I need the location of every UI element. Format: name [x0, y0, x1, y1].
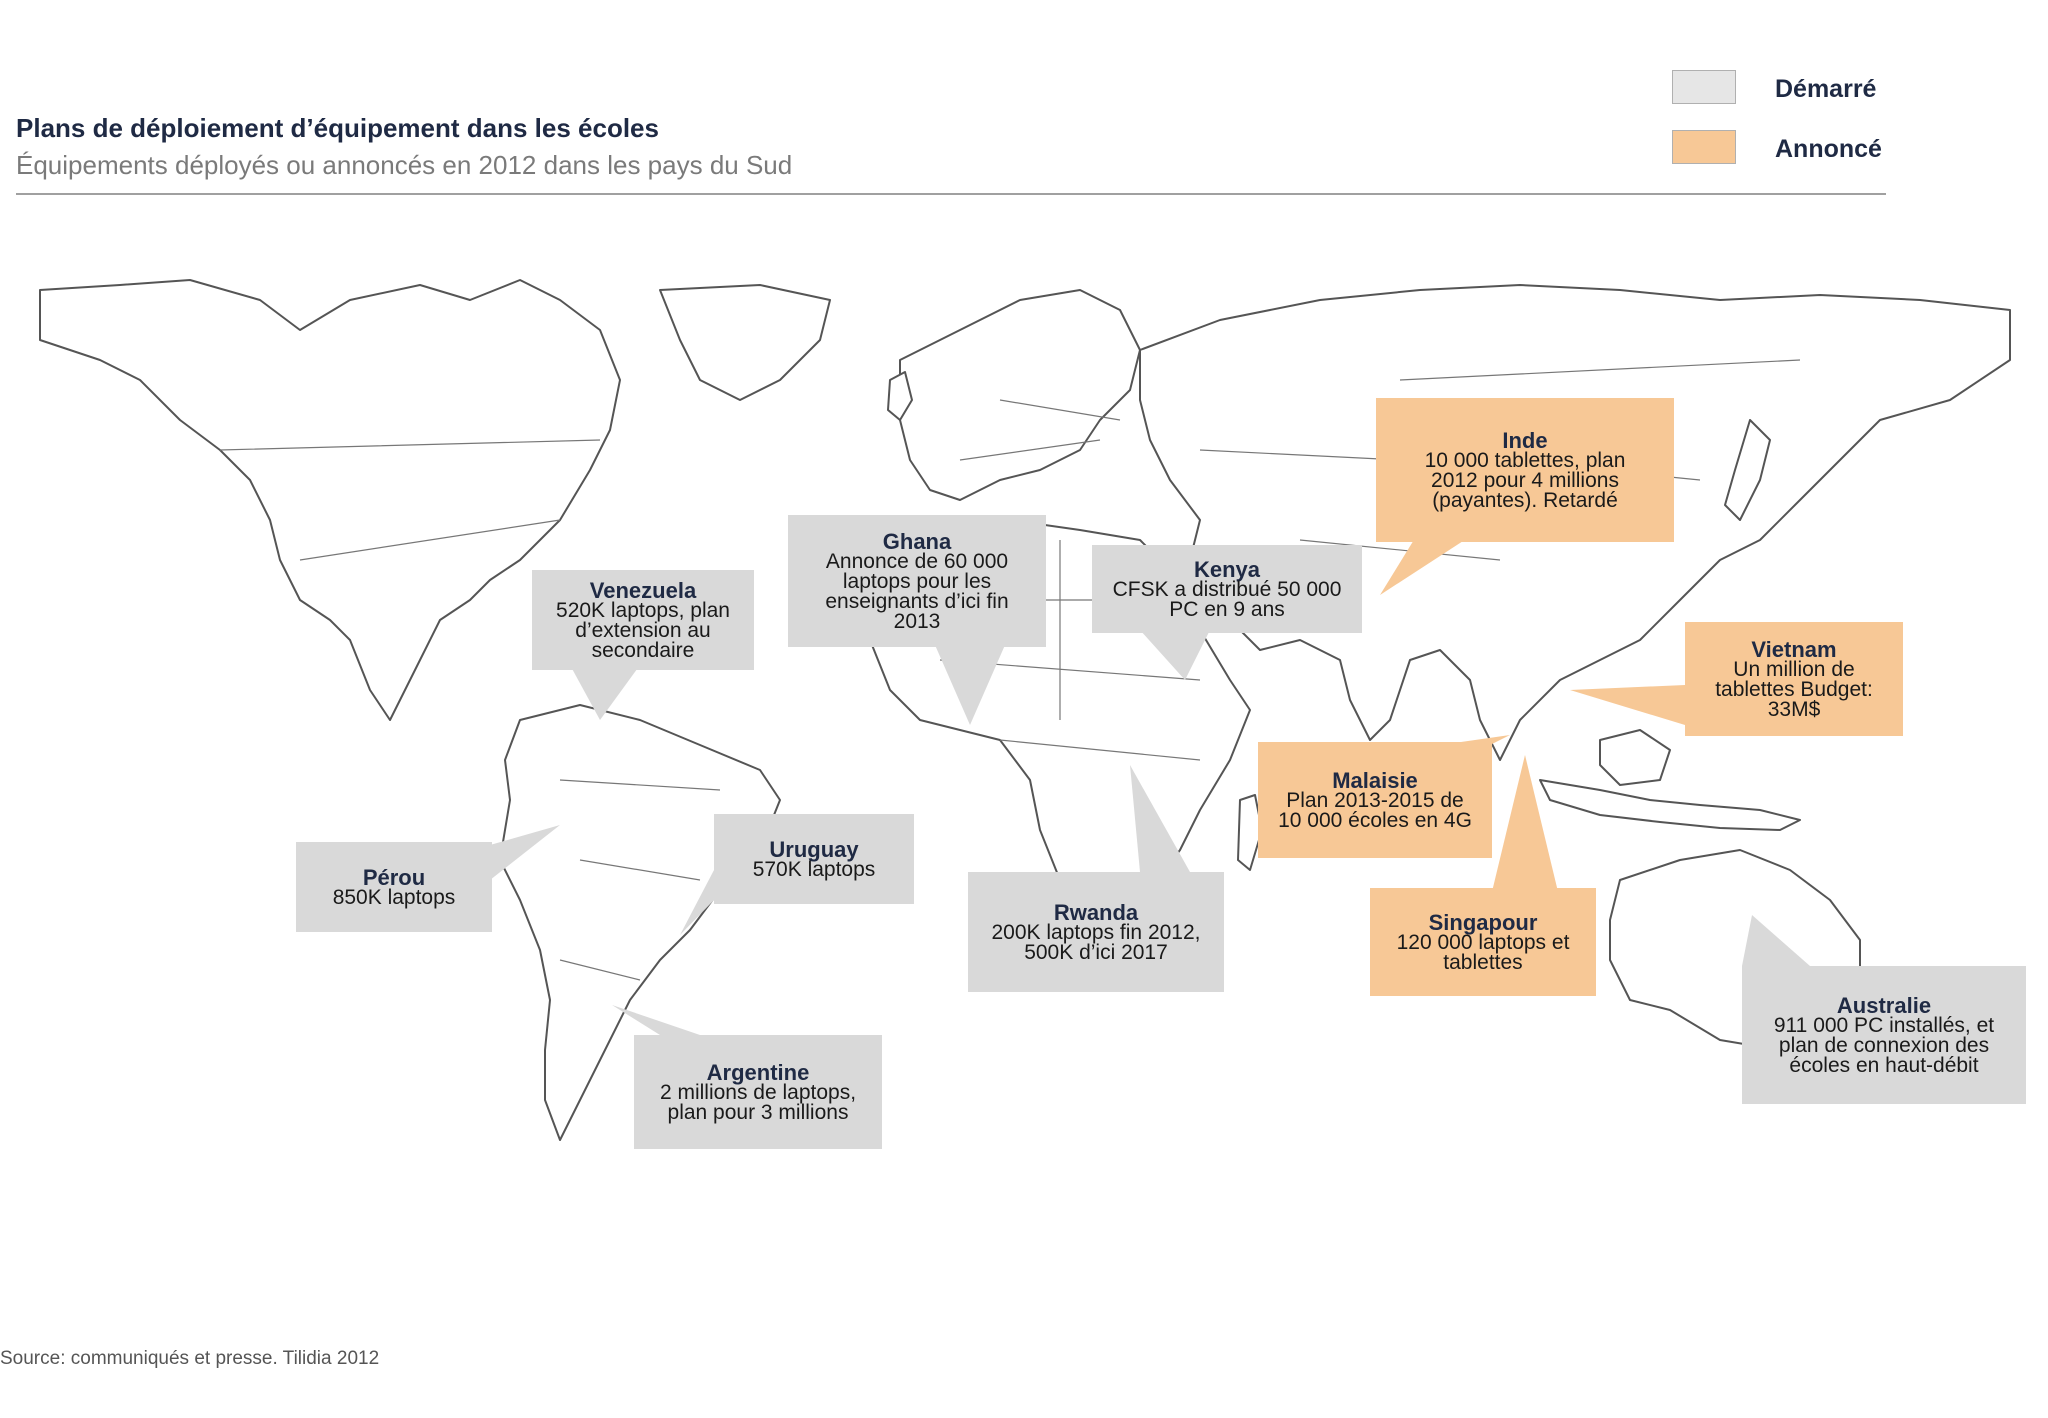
callout-desc: 520K laptops, plan d’extension au second… [556, 598, 730, 662]
madagascar-landmass [1237, 794, 1263, 871]
callout-argentine: Argentine 2 millions de laptops, plan po… [634, 1035, 882, 1149]
callout-desc: Un million de tablettes Budget: 33M$ [1715, 657, 1873, 721]
callout-perou: Pérou 850K laptops [296, 842, 492, 932]
callout-inde: Inde 10 000 tablettes, plan 2012 pour 4 … [1376, 398, 1674, 542]
callout-venezuela: Venezuela 520K laptops, plan d’extension… [532, 570, 754, 670]
pointer-venezuela [570, 665, 640, 720]
callout-name: Vietnam [1751, 636, 1837, 662]
legend-label-announced: Annoncé [1775, 135, 1882, 163]
callout-desc: 200K laptops fin 2012, 500K d’ici 2017 [991, 920, 1201, 964]
legend-label-started: Démarré [1775, 75, 1877, 103]
europe-landmass [899, 289, 1141, 501]
callout-rwanda: Rwanda 200K laptops fin 2012, 500K d’ici… [968, 872, 1224, 992]
callout-name: Argentine [706, 1059, 810, 1085]
callout-kenya: Kenya CFSK a distribué 50 000 PC en 9 an… [1092, 545, 1362, 633]
header-divider [16, 193, 1886, 195]
callout-australie: Australie 911 000 PC installés, et plan … [1742, 966, 2026, 1104]
pointer-peru [490, 825, 560, 880]
border-lines-americas [219, 439, 721, 981]
callout-desc: 120 000 laptops et tablettes [1396, 930, 1570, 974]
callout-singapour: Singapour 120 000 laptops et tablettes [1370, 888, 1596, 996]
callout-name: Uruguay [769, 836, 859, 862]
pointer-rwanda [1130, 765, 1190, 872]
callout-desc: 911 000 PC installés, et plan de connexi… [1773, 1013, 1995, 1077]
callout-name: Inde [1502, 427, 1548, 453]
callout-uruguay: Uruguay 570K laptops [714, 814, 914, 904]
pointer-vietnam [1570, 685, 1685, 725]
greenland-landmass [659, 284, 831, 401]
map-title: Plans de déploiement d’équipement dans l… [16, 113, 659, 143]
callout-desc: CFSK a distribué 50 000 PC en 9 ans [1112, 577, 1342, 621]
callout-name: Pérou [362, 864, 426, 890]
callout-desc: Plan 2013-2015 de 10 000 écoles en 4G [1278, 788, 1472, 832]
pointer-inde [1380, 530, 1480, 595]
callout-name: Ghana [882, 528, 952, 554]
callout-desc: 850K laptops [332, 885, 456, 909]
pointer-kenya [1140, 630, 1210, 680]
callout-name: Singapour [1428, 909, 1538, 935]
callout-name: Kenya [1193, 556, 1261, 582]
callout-ghana: Ghana Annonce de 60 000 laptops pour les… [788, 515, 1046, 647]
map-subtitle: Équipements déployés ou annoncés en 2012… [16, 150, 793, 180]
uk-landmass [887, 371, 913, 421]
border-lines-eurasia [959, 359, 1801, 561]
japan-landmass [1724, 419, 1771, 521]
callout-desc: 570K laptops [752, 857, 876, 881]
legend-swatch-announced [1672, 130, 1736, 164]
pointer-uruguay [680, 870, 714, 935]
source-note: Source: communiqués et presse. Tilidia 2… [0, 1348, 380, 1369]
callout-desc: 10 000 tablettes, plan 2012 pour 4 milli… [1424, 448, 1626, 512]
south-america-landmass [499, 704, 781, 1141]
indonesia-islands [1539, 779, 1801, 831]
legend-swatch-started [1672, 70, 1736, 104]
callout-name: Malaisie [1332, 767, 1418, 793]
pointer-australie [1742, 915, 1810, 966]
borneo-landmass [1599, 729, 1671, 786]
north-america-landmass [39, 279, 621, 721]
callout-malaisie: Malaisie Plan 2013-2015 de 10 000 écoles… [1258, 742, 1492, 858]
callout-vietnam: Vietnam Un million de tablettes Budget: … [1685, 622, 1903, 736]
pointer-argentine [612, 1005, 700, 1035]
callout-name: Australie [1836, 992, 1932, 1018]
callout-desc: Annonce de 60 000 laptops pour les ensei… [825, 549, 1009, 633]
callout-desc: 2 millions de laptops, plan pour 3 milli… [659, 1080, 857, 1124]
pointer-singapour [1490, 755, 1560, 900]
pointer-ghana [935, 645, 1005, 725]
callout-name: Venezuela [589, 577, 697, 603]
callout-name: Rwanda [1053, 899, 1139, 925]
